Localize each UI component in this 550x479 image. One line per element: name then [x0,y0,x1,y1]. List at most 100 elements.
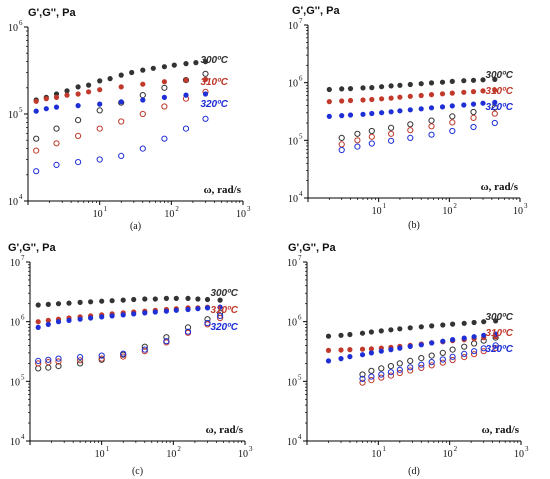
data-point [33,98,39,104]
data-point [397,82,403,88]
data-point [88,315,94,321]
data-point [359,330,366,336]
x-tick-label: 10 [513,206,523,217]
data-point [326,86,332,93]
data-point [77,360,84,367]
data-point [55,301,62,307]
data-point [142,310,148,316]
data-point [378,328,384,334]
x-tick-label: 10 [93,209,103,220]
data-point [173,295,179,301]
data-point [75,132,82,139]
data-point [470,77,477,83]
data-point [471,340,478,347]
data-point [449,113,456,120]
data-point [359,379,366,386]
panel-b: 10 410 510 610 710 1 10 2 10 3G',G'', Paω, rad/s(… [288,5,528,231]
data-point [368,329,374,335]
data-point [152,296,158,302]
data-point [338,141,345,148]
data-point [109,298,115,304]
data-point [43,106,49,112]
y-tick-label: 10 [10,377,20,388]
y-axis-label: G',G'', Pa [292,5,340,17]
data-point [461,335,467,341]
y-tick-exponent: 5 [299,132,303,140]
series-label: 320ºC [485,344,513,355]
data-point [481,332,487,338]
data-point [140,67,146,73]
data-point [428,131,435,138]
series-label: 320ºC [485,102,513,113]
data-point [77,316,83,322]
data-point [470,101,477,107]
data-point [360,85,366,91]
y-axis-label: G',G'', Pa [8,242,56,254]
panel-label: (c) [132,466,143,477]
data-point [339,113,345,119]
y-tick-exponent: 6 [21,314,25,322]
data-point [418,342,424,348]
y-tick-label: 10 [10,258,20,269]
x-tick-label: 10 [372,206,382,217]
data-point [325,358,332,364]
data-point [368,377,375,384]
data-point [481,319,487,325]
data-point [396,366,403,373]
x-tick-label: 10 [371,449,381,460]
data-point [183,61,189,67]
series-5 [35,312,224,364]
x-tick-exponent: 2 [175,205,179,213]
x-axis-label: ω, rad/s [204,184,242,196]
data-point [387,369,394,376]
data-point [131,296,137,303]
data-point [204,296,211,303]
panel-label: (a) [130,221,141,232]
data-point [359,346,366,352]
series-2 [35,304,223,325]
data-point [75,84,81,90]
data-point [202,76,209,82]
y-tick-exponent: 4 [21,433,25,441]
series-1 [338,104,498,141]
data-point [202,70,209,77]
data-point [118,72,124,78]
data-point [53,94,60,100]
data-point [418,355,425,362]
y-tick-label: 10 [288,21,298,32]
data-point [449,346,456,353]
y-tick-label: 10 [10,318,20,329]
data-point [428,352,435,359]
series-label: 300ºC [485,312,513,323]
data-point [35,319,41,325]
data-point [354,130,361,137]
data-point [161,84,168,91]
data-point [33,147,40,154]
y-tick-exponent: 7 [299,17,303,25]
data-point [185,306,191,313]
data-point [471,351,478,358]
data-point [439,356,446,363]
y-tick-exponent: 4 [298,433,302,441]
data-point [173,307,179,313]
data-point [354,143,361,150]
data-point [98,352,105,359]
data-point [338,332,344,338]
x-tick-label: 10 [236,209,246,220]
data-point [492,87,498,93]
data-point [428,80,435,86]
data-point [480,345,487,352]
data-point [471,319,477,326]
data-point [368,367,375,374]
data-point [75,117,82,124]
data-point [152,309,158,315]
series-3 [338,110,498,148]
series-5 [338,119,498,154]
data-point [449,356,456,364]
data-point [492,76,498,82]
y-tick-exponent: 4 [19,193,23,201]
data-point [369,110,375,117]
data-point [407,364,414,371]
data-point [217,297,223,303]
data-point [378,374,385,381]
